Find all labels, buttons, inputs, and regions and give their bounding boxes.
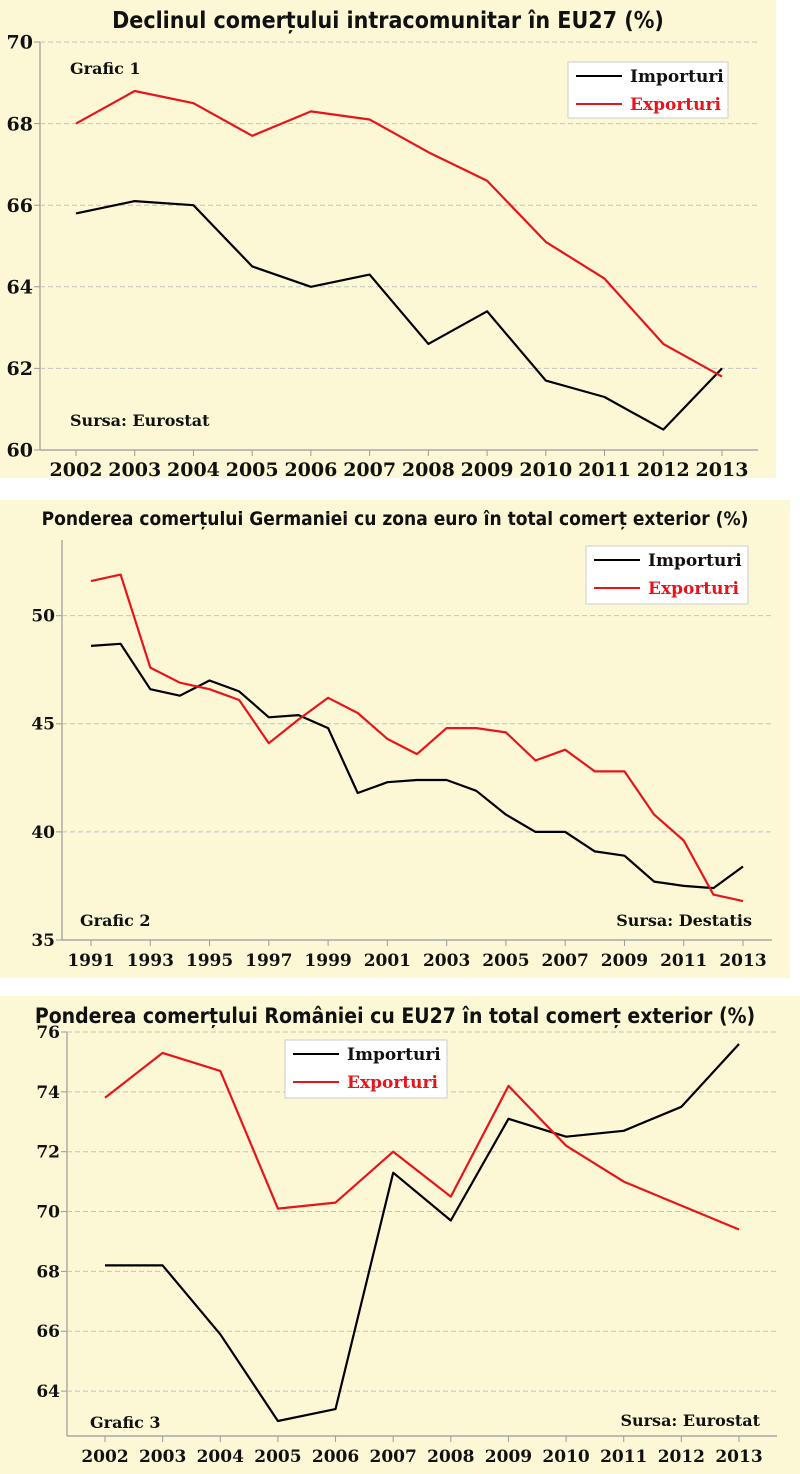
y-tick-label: 70 [7,32,33,54]
chart-3-svg: 64 66 68 70 72 74 76 2002 2003 2004 2005 2006 2007 20… [36,1023,777,1467]
x-tick-label: 2009 [461,459,514,481]
x-tick-label: 2005 [254,1447,301,1467]
chart-1-title: Declinul comerțului intracomunitar în EU… [112,8,664,34]
x-tick-label: 2011 [578,459,631,481]
x-tick-label: 2012 [637,459,690,481]
chart-1-svg: 60 62 64 66 68 70 2002 2003 2004 2005 2006 2007 2008… [7,32,758,481]
x-tick-label: 2013 [715,1447,762,1467]
x-tick-label: 2010 [542,1447,589,1467]
legend-box [284,1039,448,1099]
legend-label: Exporturi [630,95,721,115]
legend-label: Importuri [347,1045,441,1065]
x-tick-label: 2009 [601,951,648,971]
x-tick-label: 2012 [658,1447,705,1467]
series-line-importuri [75,200,723,431]
y-tick-label: 40 [31,823,55,843]
x-tick-label: 2003 [108,459,161,481]
x-tick-label: 2013 [696,459,749,481]
chart-1-panel: Declinul comerțului intracomunitar în EU… [0,0,776,481]
legend-box [585,545,749,605]
series-line-exporturi [75,89,723,378]
y-tick-label: 72 [36,1143,60,1163]
y-tick-label: 66 [36,1322,60,1342]
x-tick-label: 2003 [139,1447,186,1467]
series-line-importuri [105,1043,740,1423]
y-tick-label: 50 [31,607,55,627]
x-tick-label: 2008 [427,1447,474,1467]
x-tick-label: 2007 [343,459,396,481]
x-tick-label: 2004 [167,459,220,481]
x-tick-label: 2003 [423,951,470,971]
legend-label: Importuri [648,551,742,571]
y-tick-label: 74 [36,1083,60,1103]
y-tick-label: 60 [7,440,33,462]
x-tick-label: 2008 [402,459,455,481]
y-tick-label: 70 [36,1203,60,1223]
x-tick-label: 2009 [485,1447,532,1467]
y-tick-label: 68 [36,1262,60,1282]
x-tick-label: 2006 [284,459,337,481]
x-tick-label: 2013 [719,951,766,971]
y-tick-label: 66 [7,195,33,217]
x-tick-label: 2011 [600,1447,647,1467]
chart-3-panel: Ponderea comerțului României cu EU27 în … [0,996,800,1474]
chart-2-title: Ponderea comerțului Germaniei cu zona eu… [41,508,749,530]
x-tick-label: 2005 [482,951,529,971]
y-tick-label: 76 [36,1023,60,1043]
chart-label: Grafic 2 [80,911,151,930]
legend-label: Exporturi [347,1073,438,1093]
x-tick-label: 1991 [67,951,114,971]
series-line-importuri [90,642,744,890]
y-tick-label: 64 [7,276,33,298]
series-line-exporturi [104,1051,740,1231]
legend-label: Exporturi [648,579,739,599]
x-tick-label: 2007 [542,951,589,971]
x-tick-label: 1993 [127,951,174,971]
x-tick-label: 2002 [81,1447,128,1467]
x-tick-label: 2002 [50,459,103,481]
y-tick-label: 64 [36,1382,60,1402]
x-tick-label: 2007 [370,1447,417,1467]
y-tick-label: 68 [7,113,33,135]
x-tick-label: 2005 [226,459,279,481]
chart-label: Grafic 1 [70,59,141,78]
chart-2-panel: Ponderea comerțului Germaniei cu zona eu… [0,500,790,978]
source-note: Sursa: Destatis [616,911,752,930]
x-tick-label: 1999 [304,951,351,971]
chart-label: Grafic 3 [90,1413,161,1432]
source-note: Sursa: Eurostat [620,1411,760,1430]
x-tick-label: 2006 [312,1447,359,1467]
chart-2-svg: 35 40 45 50 1991 1993 1995 1997 1999 2001 2003 2005… [31,540,772,971]
x-tick-label: 2011 [660,951,707,971]
x-tick-label: 2001 [364,951,411,971]
series-line-exporturi [90,573,744,903]
x-tick-label: 2004 [197,1447,244,1467]
legend-label: Importuri [630,67,724,87]
legend-box [567,61,729,119]
x-tick-label: 1997 [245,951,292,971]
chart-3-title: Ponderea comerțului României cu EU27 în … [34,1004,756,1028]
x-tick-label: 1995 [186,951,233,971]
y-tick-label: 62 [7,358,33,380]
y-tick-label: 45 [31,715,55,735]
source-note: Sursa: Eurostat [70,411,210,430]
x-tick-label: 2010 [519,459,572,481]
y-tick-label: 35 [31,931,55,951]
